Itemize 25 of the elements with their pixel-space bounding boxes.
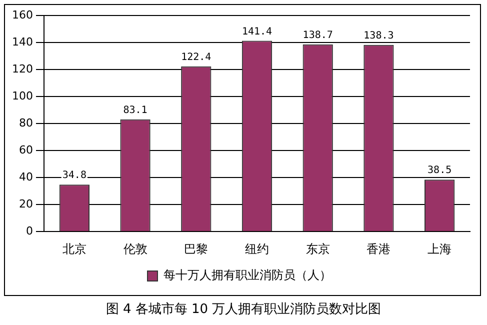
y-tick-label: 140	[12, 35, 33, 48]
y-tick-label: 20	[18, 197, 33, 210]
x-tick-label: 香港	[366, 242, 391, 256]
y-tick-label: 120	[12, 62, 33, 76]
data-label: 83.1	[123, 105, 148, 116]
data-label: 38.5	[428, 165, 452, 176]
x-tick-label: 伦敦	[123, 242, 148, 256]
data-label: 122.4	[181, 52, 212, 63]
data-label: 141.4	[242, 26, 272, 38]
x-tick-label: 纽约	[245, 242, 269, 256]
y-tick-label: 0	[26, 224, 33, 238]
x-tick-label: 上海	[428, 242, 452, 256]
y-tick-label: 80	[18, 116, 33, 130]
x-tick-label: 巴黎	[184, 242, 208, 256]
data-label: 138.7	[302, 30, 333, 41]
y-tick-label: 60	[18, 143, 33, 156]
text: 图 4 各城市每 10 万人拥有职业消防员数对比图	[104, 301, 382, 318]
data-label: 138.3	[364, 30, 394, 42]
y-tick-label: 160	[12, 8, 33, 22]
legend-label: 每十万人拥有职业消防员（人）	[164, 268, 332, 282]
x-tick-label: 北京	[62, 242, 86, 256]
y-tick-label: 100	[12, 89, 33, 102]
data-label: 34.8	[62, 170, 86, 182]
x-tick-label: 东京	[306, 242, 330, 256]
y-tick-label: 40	[18, 170, 33, 184]
